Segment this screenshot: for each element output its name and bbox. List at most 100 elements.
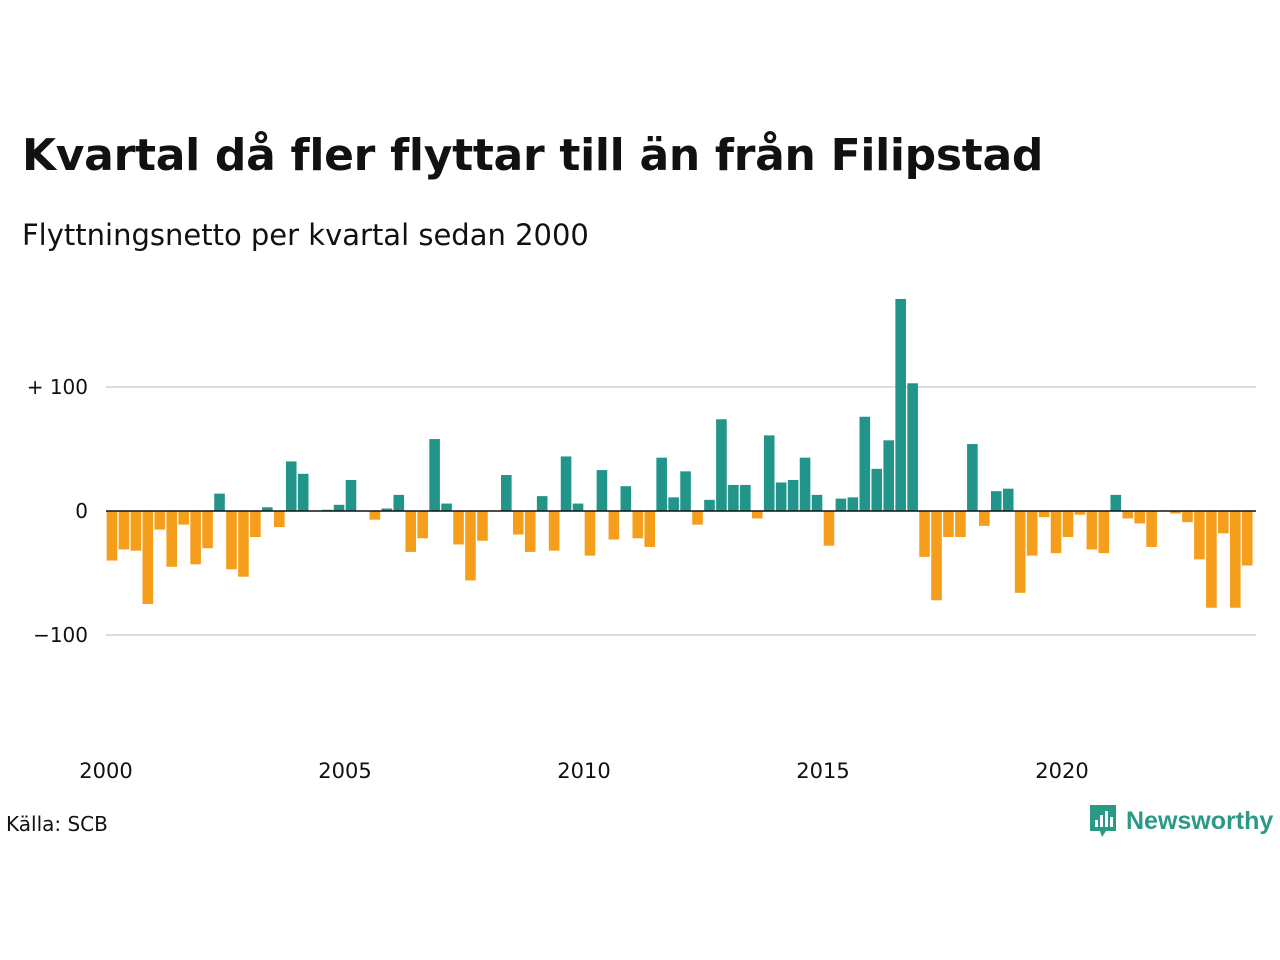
bar-negative bbox=[1134, 511, 1145, 524]
bar-negative bbox=[1122, 511, 1134, 519]
bar-negative bbox=[919, 511, 930, 557]
bar-negative bbox=[1241, 511, 1253, 566]
bar-negative bbox=[1146, 511, 1157, 547]
bar-negative bbox=[1182, 511, 1193, 523]
brand-name: Newsworthy bbox=[1126, 806, 1274, 835]
chart-title: Kvartal då fler flyttar till än från Fil… bbox=[22, 130, 1044, 181]
bar-positive bbox=[333, 504, 345, 511]
bar-negative bbox=[453, 511, 464, 545]
bar-positive bbox=[871, 468, 883, 511]
bars bbox=[106, 298, 1253, 608]
bar-negative bbox=[823, 511, 835, 546]
bar-negative bbox=[632, 511, 644, 539]
bar-positive bbox=[799, 457, 811, 511]
bar-positive bbox=[704, 499, 715, 511]
bar-positive bbox=[835, 498, 847, 511]
bar-negative bbox=[1074, 511, 1086, 515]
bar-positive bbox=[262, 507, 273, 511]
bar-negative bbox=[1086, 511, 1098, 550]
bar-negative bbox=[202, 511, 213, 549]
bar-negative bbox=[931, 511, 942, 601]
bar-negative bbox=[979, 511, 990, 526]
bar-positive bbox=[1110, 494, 1122, 511]
bar-positive bbox=[967, 444, 978, 511]
bar-negative bbox=[405, 511, 417, 552]
bar-positive bbox=[763, 435, 775, 511]
bar-positive bbox=[811, 494, 823, 511]
bar-positive bbox=[895, 298, 906, 511]
bar-negative bbox=[118, 511, 130, 550]
x-tick-label: 2010 bbox=[557, 759, 610, 783]
bar-positive bbox=[847, 497, 859, 511]
x-tick-label: 2005 bbox=[318, 759, 371, 783]
bar-negative bbox=[1098, 511, 1110, 554]
bar-positive bbox=[775, 482, 787, 511]
bar-positive bbox=[501, 475, 512, 511]
bar-negative bbox=[250, 511, 261, 538]
x-tick-label: 2015 bbox=[796, 759, 849, 783]
bar-negative bbox=[943, 511, 954, 538]
bar-negative bbox=[1050, 511, 1062, 554]
bar-negative bbox=[142, 511, 154, 604]
bar-negative bbox=[1026, 511, 1038, 556]
bar-positive bbox=[536, 496, 548, 511]
y-tick-label: 0 bbox=[75, 499, 88, 523]
bar-negative bbox=[1014, 511, 1026, 593]
bar-positive bbox=[560, 456, 572, 511]
bar-positive bbox=[596, 470, 608, 511]
bar-negative bbox=[1062, 511, 1074, 538]
bar-negative bbox=[608, 511, 620, 540]
bar-positive bbox=[441, 503, 452, 511]
bar-positive bbox=[680, 471, 691, 511]
bar-negative bbox=[1206, 511, 1217, 608]
x-axis-tick-labels: 2000 2005 2010 2015 2020 bbox=[79, 759, 1088, 783]
bar-positive bbox=[1002, 488, 1014, 511]
bar-negative bbox=[512, 511, 524, 535]
grid-lines bbox=[106, 386, 1256, 636]
bar-negative bbox=[955, 511, 966, 538]
bar-positive bbox=[787, 480, 799, 511]
bar-negative bbox=[106, 511, 118, 561]
bar-negative bbox=[1229, 511, 1241, 608]
bar-negative bbox=[692, 511, 703, 525]
bar-positive bbox=[883, 440, 895, 511]
bar-positive bbox=[297, 473, 309, 511]
bar-negative bbox=[1170, 511, 1181, 514]
bar-positive bbox=[907, 383, 918, 511]
x-tick-label: 2000 bbox=[79, 759, 132, 783]
bar-negative bbox=[644, 511, 656, 547]
y-tick-label: −100 bbox=[33, 623, 88, 647]
bar-negative bbox=[1038, 511, 1050, 518]
bar-positive bbox=[728, 484, 739, 511]
bar-negative bbox=[1218, 511, 1229, 534]
newsworthy-logo: Newsworthy bbox=[1088, 803, 1273, 839]
chart-subtitle: Flyttningsnetto per kvartal sedan 2000 bbox=[22, 218, 589, 252]
bar-negative bbox=[1194, 511, 1205, 560]
bar-negative bbox=[178, 511, 189, 525]
bar-negative bbox=[524, 511, 536, 552]
bar-positive bbox=[859, 416, 871, 511]
bar-positive bbox=[429, 439, 440, 511]
bar-negative bbox=[226, 511, 237, 570]
source-note: Källa: SCB bbox=[6, 812, 108, 836]
bar-negative bbox=[369, 511, 381, 520]
bar-negative bbox=[548, 511, 560, 551]
bar-negative bbox=[584, 511, 596, 556]
bar-positive bbox=[740, 484, 751, 511]
bar-positive bbox=[716, 419, 727, 511]
bar-negative bbox=[465, 511, 476, 581]
bar-positive bbox=[285, 461, 297, 511]
y-axis-tick-labels: + 100 0 −100 bbox=[27, 375, 88, 647]
bar-negative bbox=[190, 511, 201, 565]
bar-negative bbox=[751, 511, 763, 519]
bar-positive bbox=[345, 480, 357, 511]
bar-negative bbox=[238, 511, 249, 577]
bar-chart: + 100 0 −100 2000 2005 2010 2015 2020 bbox=[27, 298, 1256, 783]
bar-negative bbox=[166, 511, 178, 567]
x-tick-label: 2020 bbox=[1035, 759, 1088, 783]
y-tick-label: + 100 bbox=[27, 375, 88, 399]
bar-positive bbox=[656, 457, 667, 511]
bar-positive bbox=[572, 503, 584, 511]
bar-positive bbox=[214, 493, 225, 511]
bar-negative bbox=[273, 511, 285, 528]
